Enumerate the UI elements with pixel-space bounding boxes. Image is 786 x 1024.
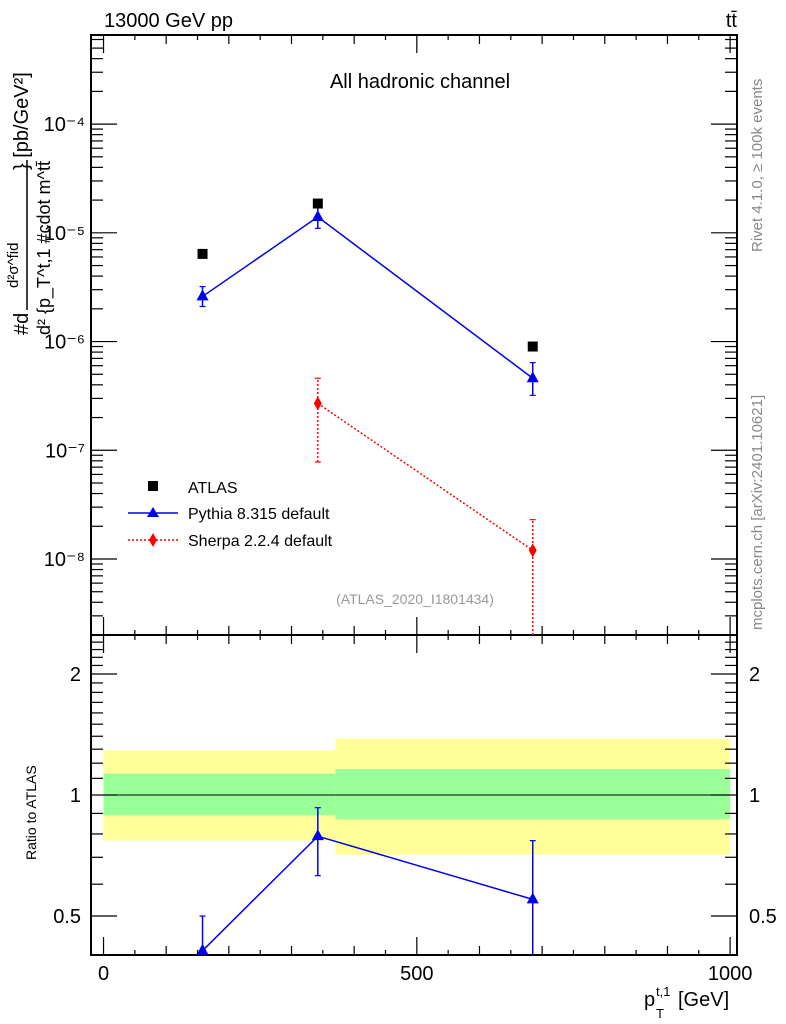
watermark: (ATLAS_2020_I1801434) — [336, 591, 494, 607]
mcplots-label: mcplots.cern.ch [arXiv:2401.10621] — [749, 395, 766, 630]
main-y-tick-label: 10⁻⁶ — [44, 332, 85, 354]
ratio-band-inner-1 — [335, 769, 731, 820]
xlabel-sup: t,1 — [656, 984, 670, 999]
header-right: tt̄ — [726, 10, 738, 32]
pythia-marker — [196, 289, 209, 301]
ratio-y-tick-label-left: 1 — [70, 785, 81, 807]
ylabel-part-numerator: d²σ^fid — [5, 243, 22, 288]
ratio-y-tick-label-right: 1 — [749, 785, 760, 807]
pythia-line — [202, 216, 534, 379]
legend-sherpa-marker — [149, 533, 157, 547]
legend-pythia-marker — [147, 507, 159, 517]
ratio-y-axis-label: Ratio to ATLAS — [23, 765, 39, 860]
x-tick-label: 500 — [400, 963, 433, 985]
atlas-marker — [527, 341, 538, 352]
legend: ATLAS Pythia 8.315 default Sherpa 2.2.4 … — [128, 480, 333, 550]
ratio-marker — [526, 892, 539, 904]
ylabel-part-units: } [pb/GeV²] — [11, 72, 33, 170]
ratio-marker — [196, 943, 209, 955]
ratio-y-tick-label-right: 2 — [749, 664, 760, 686]
sherpa-marker — [313, 396, 322, 411]
main-y-tick-label: 10⁻⁸ — [44, 549, 85, 571]
sherpa-line — [317, 402, 534, 552]
xlabel-p: p — [644, 989, 655, 1011]
main-y-tick-label: 10⁻⁷ — [45, 440, 85, 462]
legend-pythia-label: Pythia 8.315 default — [188, 506, 330, 523]
legend-sherpa-label: Sherpa 2.2.4 default — [188, 533, 333, 550]
legend-atlas-label: ATLAS — [188, 480, 238, 497]
atlas-marker — [197, 248, 208, 259]
xlabel-sub: T — [656, 1006, 664, 1021]
xlabel-unit: [GeV] — [678, 989, 729, 1011]
ratio-y-tick-label-left: 2 — [70, 664, 81, 686]
pythia-marker — [311, 209, 324, 221]
ylabel-part-d: #d — [11, 313, 33, 335]
ylabel-part-denominator: d² {p_T^t,1 #cdot m^tt̄ — [34, 161, 55, 335]
pythia-marker — [526, 371, 539, 383]
x-tick-label: 1000 — [708, 963, 753, 985]
rivet-label: Rivet 4.1.0, ≥ 100k events — [749, 79, 766, 252]
main-y-tick-label: 10⁻⁵ — [44, 223, 85, 245]
x-tick-label: 0 — [98, 963, 109, 985]
ratio-y-tick-label-right: 0.5 — [749, 906, 777, 928]
x-axis-label: p t,1 T [GeV] — [644, 984, 729, 1021]
legend-atlas-marker — [148, 481, 158, 491]
main-y-axis-label: #d d²σ^fid d² {p_T^t,1 #cdot m^tt̄ } [pb… — [5, 72, 55, 335]
plot-title: All hadronic channel — [330, 71, 510, 93]
sherpa-marker — [528, 543, 537, 558]
header-left: 13000 GeV pp — [104, 10, 233, 32]
atlas-marker — [312, 198, 323, 209]
ratio-y-tick-label-left: 0.5 — [53, 906, 81, 928]
ratio-marker — [311, 829, 324, 841]
main-y-tick-label: 10⁻⁴ — [44, 114, 85, 136]
